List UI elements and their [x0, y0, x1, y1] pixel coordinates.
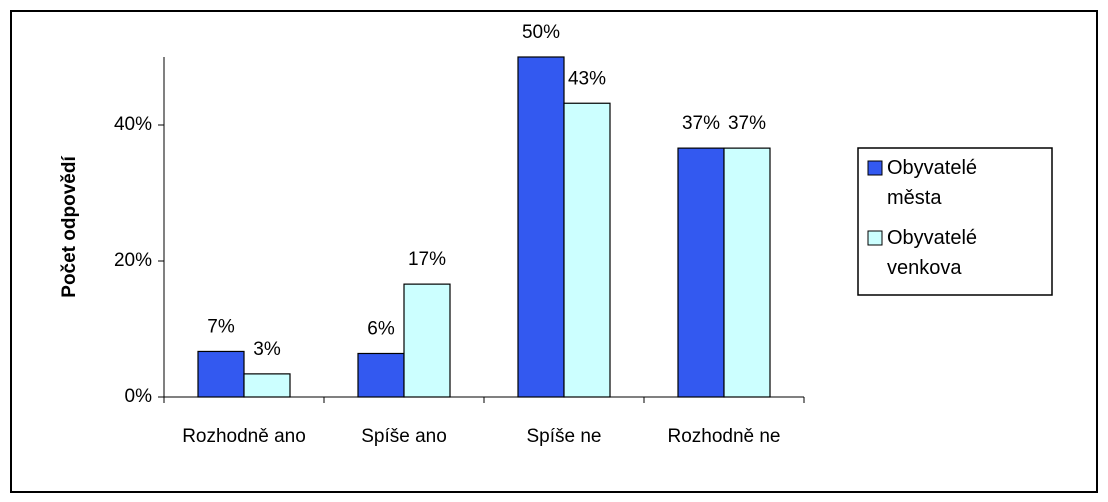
legend-label: Obyvatelé města	[887, 157, 978, 209]
data-label: 43%	[568, 68, 606, 89]
x-tick-label: Rozhodně ano	[182, 426, 306, 447]
bar	[723, 147, 771, 398]
bar	[243, 373, 291, 398]
bar	[357, 352, 405, 398]
legend-swatch	[867, 230, 883, 246]
x-tick-label: Spíše ano	[361, 426, 447, 447]
data-label: 37%	[682, 113, 720, 134]
data-label: 7%	[207, 316, 235, 337]
data-label: 37%	[728, 113, 766, 134]
bar	[563, 102, 611, 398]
bar	[677, 147, 725, 398]
bar	[517, 56, 565, 398]
data-label: 50%	[522, 22, 560, 43]
legend	[857, 147, 1053, 296]
data-label: 17%	[408, 249, 446, 270]
y-tick-label: 0%	[125, 386, 153, 407]
data-label: 6%	[367, 318, 395, 339]
y-tick-label: 20%	[114, 250, 152, 271]
x-tick-label: Rozhodně ne	[667, 426, 781, 447]
data-label: 3%	[253, 339, 281, 360]
bar	[403, 283, 451, 398]
x-tick-label: Spíše ne	[526, 426, 602, 447]
bar	[197, 350, 245, 398]
legend-label: Obyvatelé venkova	[887, 227, 978, 279]
legend-swatch	[867, 160, 883, 176]
y-axis-label: Počet odpovědí	[59, 156, 80, 298]
y-tick-label: 40%	[114, 114, 152, 135]
